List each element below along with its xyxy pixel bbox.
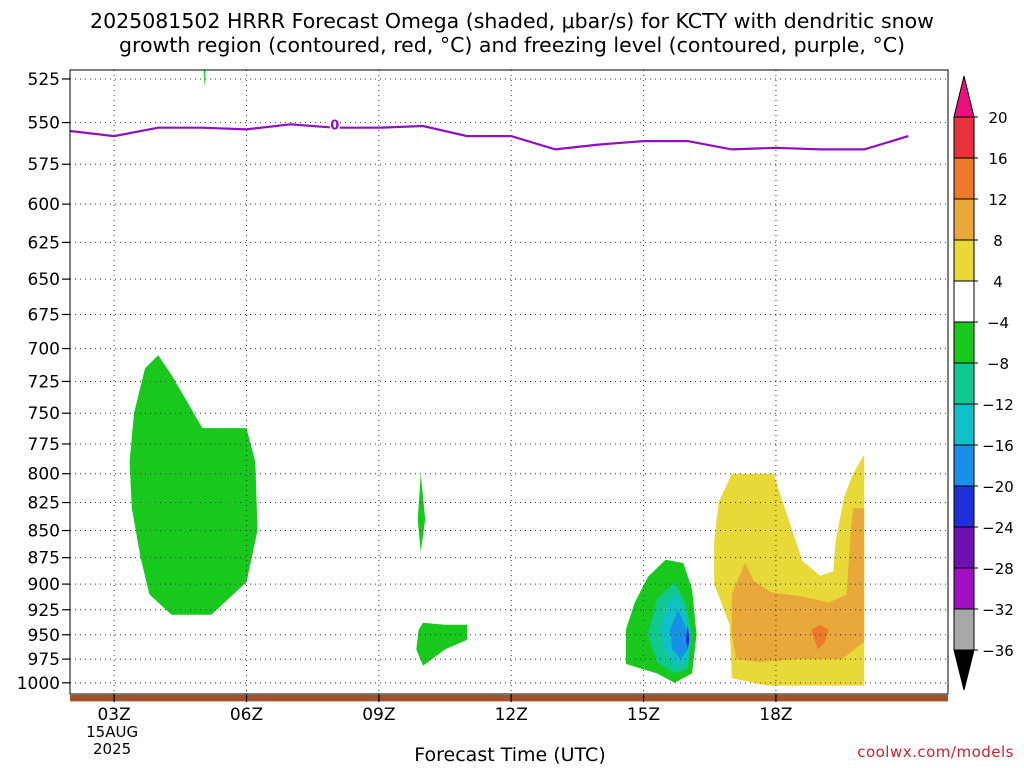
colorbar-bin-7 (953, 362, 975, 405)
colorbar-bin-1 (953, 116, 975, 159)
colorbar-bin-9 (953, 444, 975, 487)
colorbar-bin-2 (953, 157, 975, 200)
y-tick-label-675: 675 (28, 305, 60, 325)
omega-region-8 (685, 624, 690, 650)
y-tick-label-925: 925 (28, 601, 60, 621)
x-tick-year: 2025 (93, 740, 131, 758)
omega-region-3 (416, 622, 468, 666)
freezing-level-label: 0 (330, 118, 339, 133)
colorbar-bin-13 (953, 608, 975, 651)
chart-title-line-2: growth region (contoured, red, °C) and f… (118, 33, 906, 57)
y-tick-label-625: 625 (28, 233, 60, 253)
y-axis: 525 550 575 600 625 650 675 700 725 750 775 800 825 8… (17, 70, 70, 694)
y-tick-label-850: 850 (28, 522, 60, 542)
colorbar-label-2: 12 (988, 191, 1007, 209)
colorbar-bin-10 (953, 485, 975, 528)
shaded-omega-layer (129, 70, 865, 686)
x-tick-label-09Z: 09Z (362, 705, 395, 725)
colorbar-label-3: 8 (993, 232, 1003, 250)
colorbar-label-4: 4 (993, 273, 1003, 291)
omega-region-11 (811, 624, 829, 650)
x-axis-label: Forecast Time (UTC) (414, 744, 606, 766)
colorbar-bin-8 (953, 403, 975, 446)
colorbar-label-1: 16 (988, 150, 1007, 168)
y-tick-label-750: 750 (28, 404, 60, 424)
freezing-level-line (69, 123, 909, 151)
site-credit[interactable]: coolwx.com/models (857, 743, 1014, 761)
omega-region-1 (129, 355, 258, 615)
y-tick-label-900: 900 (28, 575, 60, 595)
colorbar-bin-5 (953, 280, 975, 323)
colorbar-label-9: −20 (982, 478, 1014, 496)
colorbar-label-6: −8 (987, 355, 1009, 373)
y-tick-label-650: 650 (28, 270, 60, 290)
colorbar-bin-12 (953, 567, 975, 610)
colorbar-bin-6 (953, 321, 975, 364)
y-tick-label-775: 775 (28, 435, 60, 455)
colorbar-bin-11 (953, 526, 975, 569)
terrain-ground (70, 694, 948, 702)
x-tick-label-06Z: 06Z (230, 705, 263, 725)
colorbar-label-13: −36 (982, 642, 1014, 660)
y-tick-label-600: 600 (28, 195, 60, 215)
colorbar: 20 16 12 8 4 −4 −8 −12 −16 −20 −24 −28 −32 −36 (953, 75, 1014, 691)
terrain-band (70, 694, 948, 702)
y-tick-label-875: 875 (28, 549, 60, 569)
colorbar-label-12: −32 (982, 601, 1014, 619)
x-tick-label-18Z: 18Z (759, 705, 792, 725)
x-tick-label-03Z: 03Z (97, 705, 130, 725)
colorbar-bin-14 (953, 649, 975, 691)
y-tick-label-800: 800 (28, 465, 60, 485)
y-tick-label-975: 975 (28, 650, 60, 670)
y-tick-label-725: 725 (28, 372, 60, 392)
colorbar-label-5: −4 (987, 314, 1009, 332)
colorbar-label-8: −16 (982, 437, 1014, 455)
colorbar-bin-4 (953, 239, 975, 282)
colorbar-label-7: −12 (982, 396, 1014, 414)
x-tick-date: 15AUG (86, 723, 138, 741)
y-tick-label-550: 550 (28, 114, 60, 134)
omega-region-10 (731, 508, 865, 662)
y-tick-label-525: 525 (28, 70, 60, 90)
colorbar-label-0: 20 (988, 109, 1007, 127)
y-tick-label-700: 700 (28, 340, 60, 360)
y-tick-label-950: 950 (28, 626, 60, 646)
omega-region-0 (203, 70, 206, 88)
colorbar-bin-0 (953, 75, 975, 118)
chart-title-line-1: 2025081502 HRRR Forecast Omega (shaded, … (90, 9, 934, 33)
omega-region-2 (417, 473, 426, 553)
y-tick-label-575: 575 (28, 155, 60, 175)
freezing-level-layer: 0 (69, 116, 909, 151)
x-tick-label-12Z: 12Z (495, 705, 528, 725)
colorbar-bin-3 (953, 198, 975, 241)
colorbar-label-10: −24 (982, 519, 1014, 537)
colorbar-label-11: −28 (982, 560, 1014, 578)
freezing-level-label-bg (329, 116, 340, 131)
x-tick-label-15Z: 15Z (627, 705, 660, 725)
y-tick-label-1000: 1000 (17, 674, 60, 694)
y-tick-label-825: 825 (28, 494, 60, 514)
grid-lines (70, 70, 948, 694)
omega-region-7 (670, 609, 688, 660)
